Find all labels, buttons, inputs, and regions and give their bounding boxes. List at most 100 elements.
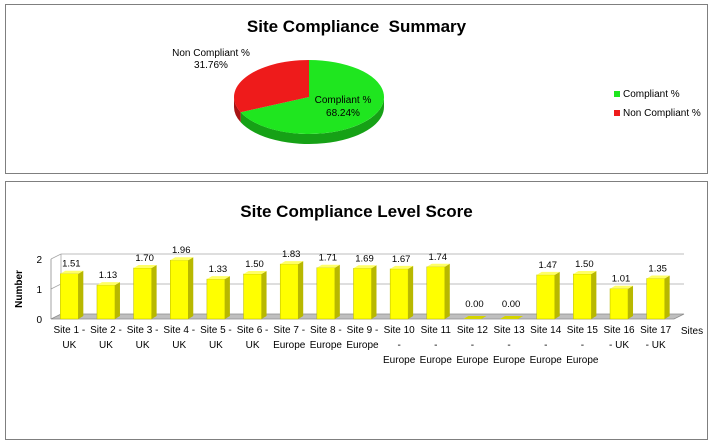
y-axis-title: Number	[14, 270, 25, 308]
pie-slice-non-compliant-	[234, 60, 309, 113]
x-tick-label: Site 13	[494, 325, 526, 336]
x-tick-label: Site 4 -	[163, 325, 195, 336]
x-tick-label: -	[544, 340, 547, 351]
data-label: 1.70	[135, 253, 154, 264]
bar-top	[390, 265, 414, 269]
x-tick-label: Europe	[493, 355, 526, 366]
x-tick-label: - UK	[646, 340, 666, 351]
pie-data-label-name: Compliant %	[315, 95, 372, 106]
data-label: 1.50	[245, 259, 264, 270]
bar-top	[170, 257, 194, 261]
bar-top	[463, 316, 487, 319]
bar-top	[426, 263, 450, 267]
bar-5	[206, 276, 230, 320]
bar-top	[500, 316, 524, 319]
data-label: 1.47	[538, 260, 557, 271]
bar-side	[664, 275, 670, 319]
bar-side	[591, 271, 597, 319]
bar-side	[628, 285, 634, 319]
x-tick-label: UK	[62, 340, 76, 351]
bar-front	[206, 278, 226, 320]
bar-12	[463, 316, 487, 319]
x-tick-label: Europe	[383, 355, 416, 366]
x-tick-label: Europe	[566, 355, 599, 366]
bar-side	[261, 271, 267, 319]
bar-2	[96, 282, 120, 320]
x-tick-label: UK	[99, 340, 113, 351]
pie-chart-panel: Site Compliance Summary Compliant % 68.24…	[5, 4, 708, 174]
bar-side	[78, 270, 84, 319]
bar-side	[151, 265, 157, 319]
data-label: 0.00	[502, 299, 521, 310]
bar-top	[610, 285, 634, 289]
bar-front	[133, 267, 152, 320]
pie-data-label-value: 68.24%	[326, 108, 360, 119]
x-tick-label: -	[434, 340, 437, 351]
bar-top	[96, 282, 120, 286]
bar-top	[573, 271, 597, 274]
pie-data-label-value: 31.76%	[194, 60, 228, 71]
bar-top	[316, 264, 340, 268]
bar-top	[353, 265, 377, 269]
x-tick-label: UK	[246, 340, 260, 351]
x-tick-label: Europe	[420, 355, 453, 366]
bar-side	[371, 265, 377, 319]
bar-side	[224, 276, 230, 319]
bar-front	[389, 268, 409, 320]
x-tick-label: Site 16	[603, 325, 635, 336]
x-tick-label: -	[471, 340, 474, 351]
x-tick-label: Site 15	[567, 325, 599, 336]
bar-side	[444, 263, 450, 319]
data-label: 1.01	[612, 274, 631, 285]
bar-top	[536, 271, 560, 275]
bar-front	[646, 278, 665, 320]
bar-front	[316, 267, 336, 320]
x-axis-title: Sites	[681, 326, 703, 337]
bar-15	[573, 271, 597, 320]
bar-top	[60, 270, 84, 274]
x-tick-label: Site 14	[530, 325, 562, 336]
legend-entry: Compliant %	[623, 89, 680, 100]
bar-top	[133, 265, 157, 268]
legend-swatch	[614, 110, 620, 116]
x-tick-label: Site 17	[640, 325, 672, 336]
bar-17	[646, 275, 670, 320]
bar-front	[279, 263, 299, 320]
bar-8	[316, 264, 340, 320]
data-label: 1.33	[209, 264, 228, 275]
legend-entry: Non Compliant %	[623, 108, 701, 119]
x-tick-label: Europe	[346, 340, 379, 351]
bar-side	[298, 261, 304, 319]
bar-front	[426, 266, 446, 320]
bar-side	[188, 257, 194, 319]
bar-side	[554, 271, 560, 319]
data-label: 1.67	[392, 254, 411, 265]
x-tick-label: Site 9 -	[347, 325, 379, 336]
x-tick-label: Europe	[456, 355, 489, 366]
x-tick-label: Site 8 -	[310, 325, 342, 336]
bar-7	[279, 261, 304, 320]
x-tick-label: UK	[172, 340, 186, 351]
data-label: 1.71	[319, 253, 338, 264]
bar-front	[609, 288, 629, 320]
bar-4	[170, 257, 194, 320]
bar-front	[60, 273, 79, 320]
x-tick-label: Site 2 -	[90, 325, 122, 336]
x-tick-label: Europe	[310, 340, 343, 351]
bar-16	[609, 285, 634, 320]
data-label: 1.96	[172, 245, 191, 256]
x-tick-label: Site 6 -	[237, 325, 269, 336]
y-tick-label: 1	[36, 285, 42, 296]
data-label: 1.74	[429, 252, 448, 263]
bar-13	[500, 316, 524, 319]
data-label: 1.83	[282, 249, 301, 260]
bar-1	[60, 270, 84, 320]
data-label: 1.69	[355, 253, 374, 264]
bar-9	[353, 265, 377, 320]
pie-chart: Compliant % 68.24% Non Compliant % 31.76% Co…	[172, 48, 701, 144]
bar-top	[280, 261, 304, 265]
bar-chart: 0 1 2 Number Sites 1.51 Site 1 - UK 1.13 Site 2 -…	[14, 245, 703, 366]
bar-chart-panel: Site Compliance Level Score 0 1 2 Number Sit…	[5, 181, 708, 440]
gridline-side	[50, 253, 62, 260]
x-tick-label: UK	[209, 340, 223, 351]
